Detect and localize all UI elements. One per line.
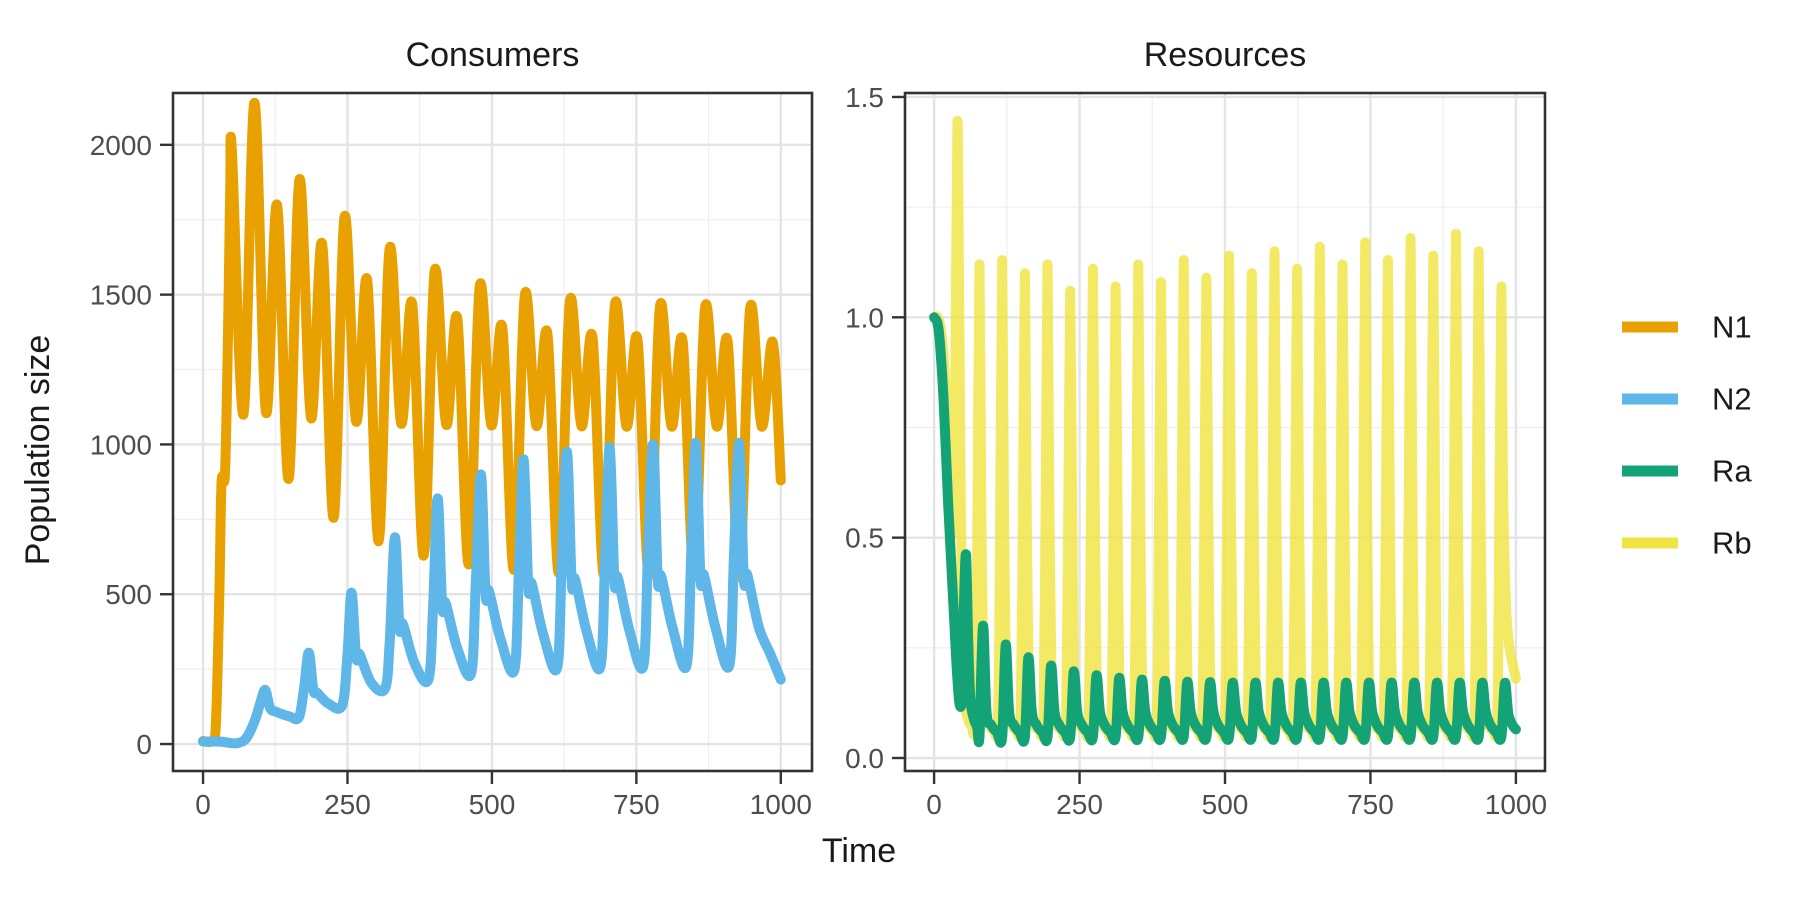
- x-tick-label: 1000: [1485, 789, 1547, 820]
- y-tick-label: 1.0: [845, 302, 884, 333]
- series-line-Rb: [929, 115, 1521, 742]
- y-axis-title: Population size: [19, 334, 57, 566]
- series-line-N1: [198, 97, 786, 748]
- y-tick-label: 1.5: [845, 82, 884, 113]
- series-group-left: [198, 97, 786, 749]
- legend-label-ra: Ra: [1712, 453, 1752, 489]
- y-tick-label: 0.0: [845, 743, 884, 774]
- x-tick-label: 0: [926, 789, 942, 820]
- y-tick-label: 1000: [90, 429, 152, 460]
- panel-left: 0 250 500 750 1000 0 500 1000 1500 2000: [90, 91, 814, 820]
- series-line-Ra: [929, 312, 1521, 748]
- legend-label-n1: N1: [1712, 309, 1752, 345]
- x-tick-label: 250: [1056, 789, 1103, 820]
- legend: [1622, 321, 1678, 549]
- y-tick-label: 500: [105, 579, 152, 610]
- x-tick-label: 500: [469, 789, 516, 820]
- x-tick-label: 750: [1347, 789, 1394, 820]
- series-line-N2: [198, 437, 786, 749]
- x-tick-label: 500: [1202, 789, 1249, 820]
- x-tick-label: 250: [324, 789, 371, 820]
- panel-title-resources: Resources: [1143, 36, 1307, 74]
- axes-left: 0 250 500 750 1000 0 500 1000 1500 2000: [90, 130, 812, 820]
- panel-right: 0 250 500 750 1000 0.0 0.5 1.0 1.5: [845, 82, 1547, 820]
- x-tick-label: 0: [195, 789, 211, 820]
- x-tick-label: 1000: [750, 789, 812, 820]
- axes-right: 0 250 500 750 1000 0.0 0.5 1.0 1.5: [845, 82, 1547, 820]
- y-tick-label: 1500: [90, 280, 152, 311]
- y-tick-label: 2000: [90, 130, 152, 161]
- y-tick-label: 0.5: [845, 523, 884, 554]
- y-tick-label: 0: [136, 729, 152, 760]
- x-axis-title: Time: [821, 832, 897, 870]
- legend-label-rb: Rb: [1712, 525, 1752, 561]
- series-group-right: [929, 115, 1521, 748]
- x-tick-label: 750: [613, 789, 660, 820]
- legend-label-n2: N2: [1712, 381, 1752, 417]
- panel-title-consumers: Consumers: [405, 36, 580, 74]
